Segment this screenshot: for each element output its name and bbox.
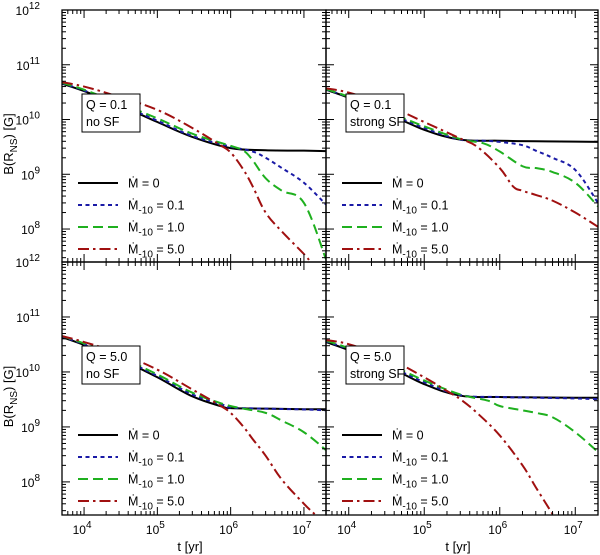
annotation-text-bottom-left: no SF (86, 367, 120, 381)
annotation-text-bottom-right: strong SF (350, 367, 405, 381)
text-layer: Q = 0.1 no SF Ṁ = 0 Ṁ-10 = 0.1 Ṁ-10 = 1.0 Ṁ-1… (1, 1, 583, 554)
legend-label-mdot01-top-right: Ṁ-10 = 0.1 (392, 199, 449, 217)
annotation-text-bottom-left: Q = 5.0 (86, 350, 127, 364)
panel-frame-bottom-right (325, 261, 599, 516)
series-line-mdot50-top-right (326, 87, 598, 228)
panel-frame-bottom-left (61, 261, 327, 516)
y-tick-label-top-left: 1010 (16, 111, 41, 128)
x-tick-label-bottom-left: 104 (73, 520, 92, 537)
legend-label-mdot0-bottom-left: Ṁ = 0 (128, 429, 160, 443)
legend-label-mdot50-bottom-right: Ṁ-10 = 5.0 (392, 495, 449, 513)
y-tick-label-top-left: 108 (21, 220, 40, 237)
legend-label-mdot01-top-left: Ṁ-10 = 0.1 (128, 199, 185, 217)
annotation-text-top-right: Q = 0.1 (350, 98, 391, 112)
annotation-text-bottom-right: Q = 5.0 (350, 350, 391, 364)
legend-label-mdot0-top-left: Ṁ = 0 (128, 177, 160, 191)
annotation-box-bottom-left (81, 345, 141, 385)
annotation-text-top-left: Q = 0.1 (86, 98, 127, 112)
y-tick-label-top-left: 1011 (16, 56, 40, 73)
y-tick-label-bottom-left: 1012 (16, 253, 41, 270)
y-tick-label-bottom-left: 1011 (16, 308, 40, 325)
series-line-mdot10-top-left (62, 81, 326, 260)
legend-label-mdot50-top-left: Ṁ-10 = 5.0 (128, 243, 185, 261)
legend-label-mdot10-bottom-left: Ṁ-10 = 1.0 (128, 473, 185, 491)
x-tick-label-bottom-left: 107 (292, 520, 311, 537)
x-tick-label-bottom-right: 107 (564, 520, 583, 537)
annotation-box-top-left (81, 93, 141, 133)
legend-label-mdot01-bottom-right: Ṁ-10 = 0.1 (392, 451, 449, 469)
series-line-mdot10-top-right (326, 88, 598, 208)
ticks-layer (61, 9, 599, 515)
series-line-mdot10-bottom-right (326, 339, 598, 453)
annotation-text-top-right: strong SF (350, 115, 405, 129)
x-tick-label-bottom-right: 105 (413, 520, 432, 537)
annotation-box-top-right (345, 93, 405, 133)
y-axis-label-bottom-left: B(RNS) [G] (1, 366, 20, 428)
legend-label-mdot50-top-right: Ṁ-10 = 5.0 (392, 243, 449, 261)
annotation-box-bottom-right (345, 345, 405, 385)
x-axis-label-bottom-right: t [yr] (445, 539, 470, 554)
y-tick-label-bottom-left: 108 (21, 473, 40, 490)
legend-label-mdot0-bottom-right: Ṁ = 0 (392, 429, 424, 443)
x-tick-label-bottom-left: 106 (219, 520, 238, 537)
x-tick-label-bottom-left: 105 (146, 520, 165, 537)
legend-label-mdot10-top-right: Ṁ-10 = 1.0 (392, 221, 449, 239)
y-tick-label-top-left: 1012 (16, 1, 41, 18)
y-tick-label-bottom-left: 109 (21, 418, 40, 435)
x-axis-label-bottom-left: t [yr] (177, 539, 202, 554)
legend-label-mdot0-top-right: Ṁ = 0 (392, 177, 424, 191)
legend-label-mdot10-top-left: Ṁ-10 = 1.0 (128, 221, 185, 239)
x-tick-label-bottom-right: 104 (337, 520, 356, 537)
x-tick-label-bottom-right: 106 (488, 520, 507, 537)
y-tick-label-bottom-left: 1010 (16, 363, 41, 380)
legend-label-mdot01-bottom-left: Ṁ-10 = 0.1 (128, 451, 185, 469)
legend-label-mdot10-bottom-right: Ṁ-10 = 1.0 (392, 473, 449, 491)
legend-label-mdot50-bottom-left: Ṁ-10 = 5.0 (128, 495, 185, 513)
series-line-mdot01-top-right (326, 88, 598, 204)
y-axis-label-top-left: B(RNS) [G] (1, 113, 20, 175)
panel-frame-top-left (61, 9, 327, 263)
y-tick-label-top-left: 109 (21, 165, 40, 182)
panel-frame-top-right (325, 9, 599, 263)
annotation-text-top-left: no SF (86, 115, 120, 129)
